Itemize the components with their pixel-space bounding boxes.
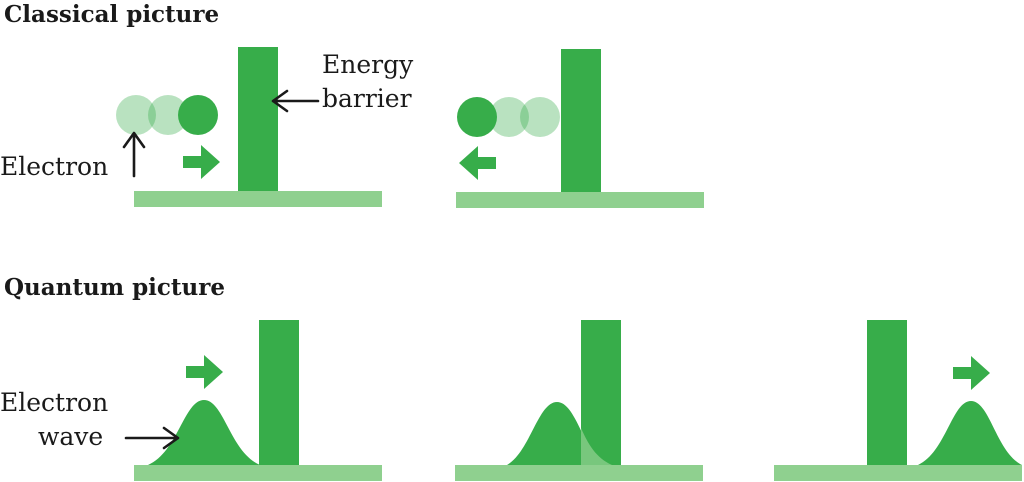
quantum-panel-tunneling bbox=[455, 320, 703, 481]
energy-barrier bbox=[581, 320, 621, 465]
electron-trail-faded bbox=[116, 95, 156, 135]
energy-barrier bbox=[561, 49, 601, 192]
energy-barrier bbox=[238, 47, 278, 191]
arrow-right-icon bbox=[953, 356, 990, 390]
arrow-left-icon bbox=[459, 146, 496, 180]
electron-label: Electron bbox=[0, 152, 108, 181]
electron-trail-mid bbox=[148, 95, 188, 135]
energy-barrier bbox=[259, 320, 299, 465]
electron-wave-label-line1: Electron bbox=[0, 388, 108, 417]
energy-barrier-label-line1: Energy bbox=[322, 50, 414, 79]
quantum-panel-approach: Electron wave bbox=[0, 320, 382, 481]
energy-barrier-label-line2: barrier bbox=[322, 84, 412, 113]
energy-barrier bbox=[867, 320, 907, 465]
electron-wave-label-line2: wave bbox=[38, 422, 103, 451]
arrow-right-icon bbox=[183, 145, 220, 179]
electron-wave bbox=[918, 401, 1022, 465]
pointer-arrow-icon bbox=[271, 89, 320, 113]
ground-bar bbox=[456, 192, 704, 208]
pointer-arrow-icon bbox=[122, 131, 146, 178]
pointer-arrow-icon bbox=[124, 426, 180, 450]
electron-wave-inside-barrier bbox=[581, 428, 612, 465]
ground-bar bbox=[134, 465, 382, 481]
electron-trail-mid bbox=[489, 97, 529, 137]
electron-wave bbox=[507, 402, 604, 465]
electron-wave bbox=[148, 400, 260, 465]
ground-bar bbox=[774, 465, 1022, 481]
classical-panel-reflect bbox=[456, 49, 704, 208]
ground-bar bbox=[134, 191, 382, 207]
quantum-heading: Quantum picture bbox=[4, 274, 225, 301]
electron-trail-faded bbox=[520, 97, 560, 137]
ground-bar bbox=[455, 465, 703, 481]
electron bbox=[178, 95, 218, 135]
arrow-right-icon bbox=[186, 355, 223, 389]
quantum-panel-transmitted bbox=[774, 320, 1022, 481]
classical-heading: Classical picture bbox=[4, 1, 219, 28]
classical-panel-approach: Electron Energy barrier bbox=[0, 47, 414, 207]
electron bbox=[457, 97, 497, 137]
